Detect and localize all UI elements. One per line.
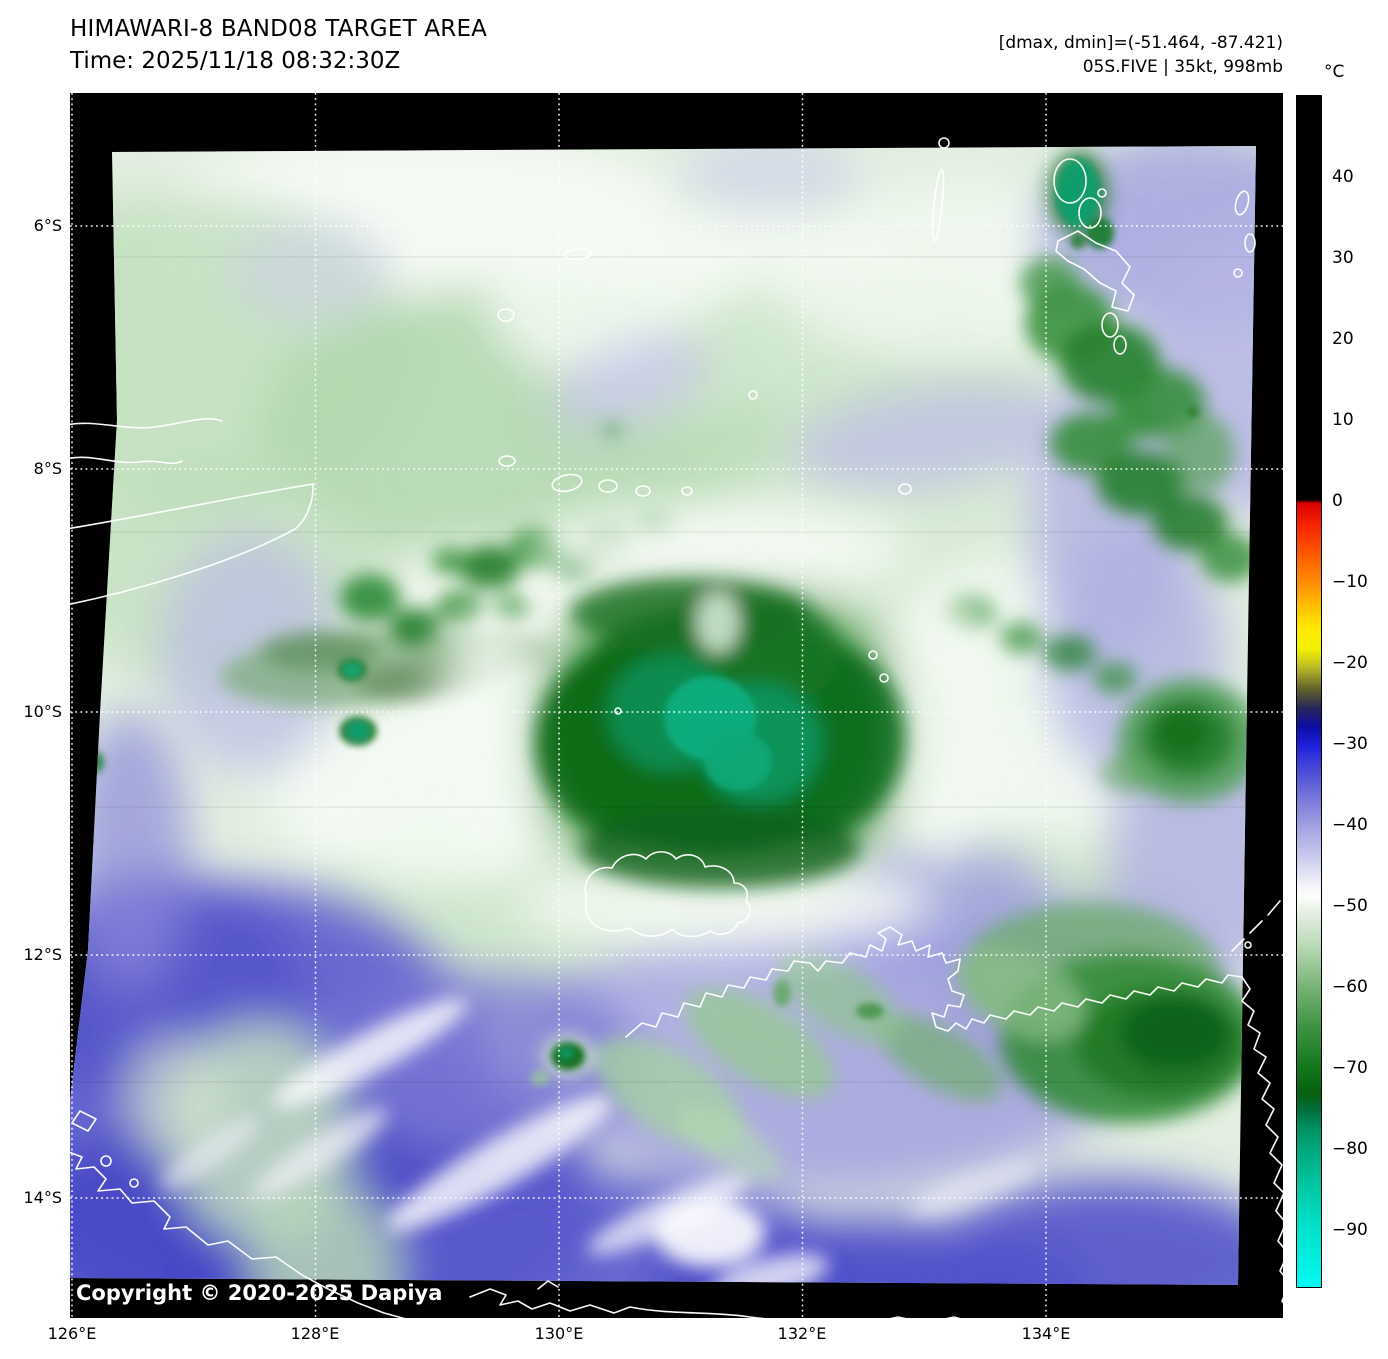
colorbar-tick-10: 10	[1332, 410, 1354, 430]
colorbar-unit-label: °C	[1324, 62, 1345, 82]
scan-seam-lines	[70, 256, 1256, 1083]
lat-label-8s: 8°S	[33, 459, 62, 478]
colorbar-tick-n50: −50	[1332, 896, 1368, 916]
colorbar-tick-30: 30	[1332, 248, 1354, 268]
colorbar-tick-n70: −70	[1332, 1058, 1368, 1078]
colorbar-tick-n30: −30	[1332, 734, 1368, 754]
storm-id-annotation: 05S.FIVE | 35kt, 998mb	[1082, 57, 1283, 77]
coastlines	[70, 137, 1283, 1318]
colorbar-tick-n40: −40	[1332, 815, 1368, 835]
timestamp-label: Time: 2025/11/18 08:32:30Z	[70, 48, 401, 74]
lat-lon-gridlines	[70, 93, 1283, 1318]
satellite-clouds	[70, 146, 1256, 1285]
colorbar-gradient	[1297, 96, 1321, 1287]
storm-cold-cloud-mass	[435, 503, 995, 948]
lon-label-134e: 134°E	[1021, 1324, 1071, 1343]
colorbar-tick-0: 0	[1332, 491, 1343, 511]
lat-label-14s: 14°S	[23, 1188, 62, 1207]
colorbar-tick-n80: −80	[1332, 1139, 1368, 1159]
copyright-watermark: Copyright © 2020-2025 Dapiya	[76, 1281, 443, 1305]
satellite-image	[70, 93, 1283, 1318]
colorbar-tick-n60: −60	[1332, 977, 1368, 997]
colorbar-tick-n10: −10	[1332, 572, 1368, 592]
lon-label-128e: 128°E	[290, 1324, 340, 1343]
lon-label-130e: 130°E	[534, 1324, 584, 1343]
satellite-map	[70, 93, 1283, 1318]
lat-label-12s: 12°S	[23, 945, 62, 964]
colorbar-tick-n90: −90	[1332, 1220, 1368, 1240]
dmax-dmin-annotation: [dmax, dmin]=(-51.464, -87.421)	[998, 33, 1283, 53]
lon-label-132e: 132°E	[777, 1324, 827, 1343]
colorbar-tick-40: 40	[1332, 167, 1354, 187]
page-title: HIMAWARI-8 BAND08 TARGET AREA	[70, 16, 488, 42]
colorbar-tick-20: 20	[1332, 329, 1354, 349]
colorbar	[1296, 95, 1322, 1288]
lat-label-10s: 10°S	[23, 702, 62, 721]
lat-label-6s: 6°S	[33, 216, 62, 235]
lon-label-126e: 126°E	[47, 1324, 97, 1343]
colorbar-tick-n20: −20	[1332, 653, 1368, 673]
